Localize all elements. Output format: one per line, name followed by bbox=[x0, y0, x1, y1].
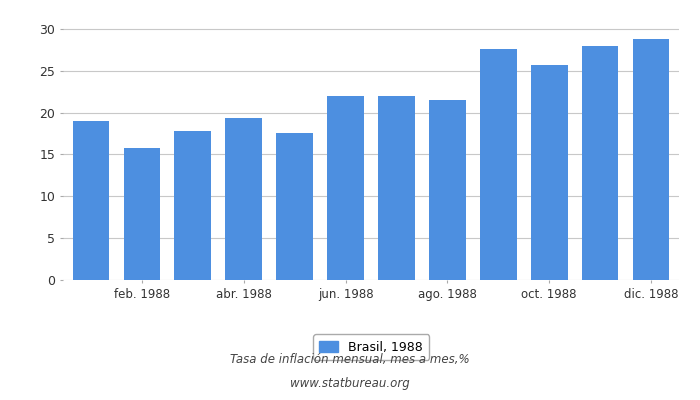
Bar bbox=[480, 49, 517, 280]
Bar bbox=[276, 134, 313, 280]
Text: www.statbureau.org: www.statbureau.org bbox=[290, 378, 410, 390]
Bar bbox=[73, 121, 109, 280]
Bar bbox=[429, 100, 466, 280]
Text: Tasa de inflación mensual, mes a mes,%: Tasa de inflación mensual, mes a mes,% bbox=[230, 354, 470, 366]
Bar bbox=[225, 118, 262, 280]
Legend: Brasil, 1988: Brasil, 1988 bbox=[313, 334, 429, 360]
Bar bbox=[174, 131, 211, 280]
Bar bbox=[124, 148, 160, 280]
Bar bbox=[378, 96, 415, 280]
Bar bbox=[633, 39, 669, 280]
Bar bbox=[531, 65, 568, 280]
Bar bbox=[327, 96, 364, 280]
Bar bbox=[582, 46, 618, 280]
